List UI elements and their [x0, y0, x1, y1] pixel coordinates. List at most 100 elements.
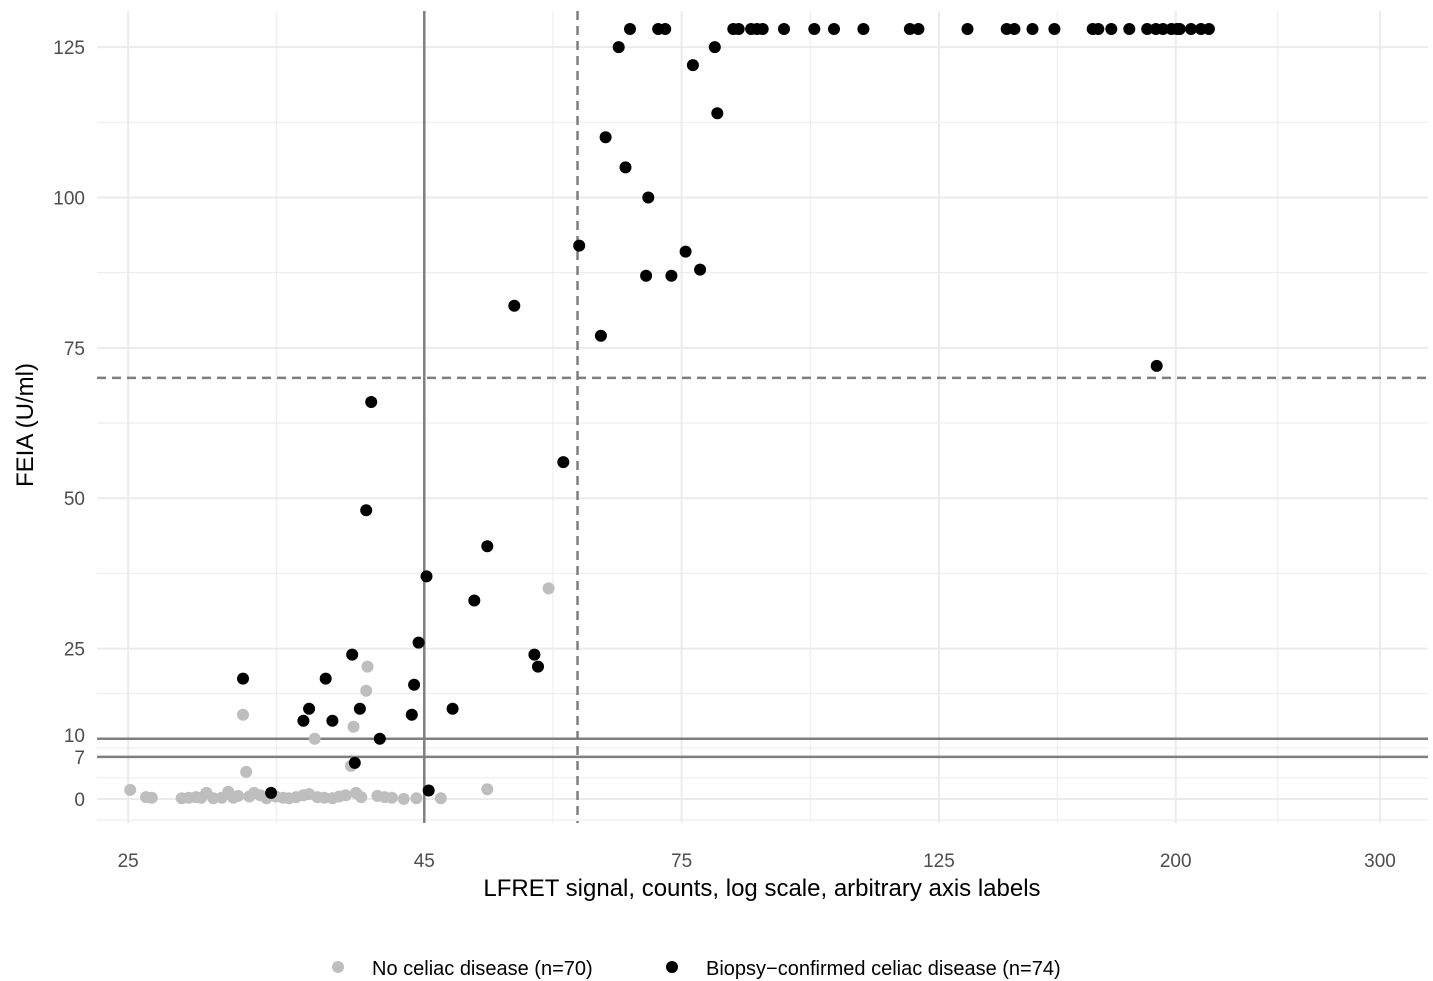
point-no-celiac: [308, 732, 321, 745]
point-celiac: [808, 23, 821, 35]
point-celiac: [532, 660, 544, 673]
x-tick-label: 300: [1364, 851, 1396, 872]
point-celiac: [708, 41, 721, 54]
point-celiac: [694, 263, 707, 276]
point-celiac: [1092, 23, 1105, 35]
legend-label-no-celiac: No celiac disease (n=70): [372, 958, 593, 980]
point-celiac: [778, 23, 790, 35]
legend-marker-celiac: [666, 961, 678, 973]
x-axis-title: LFRET signal, counts, log scale, arbitra…: [483, 875, 1040, 902]
point-celiac: [573, 239, 586, 252]
point-celiac: [828, 23, 840, 35]
point-celiac: [265, 786, 278, 799]
point-celiac: [1150, 359, 1163, 372]
point-celiac: [912, 23, 925, 35]
point-celiac: [408, 678, 421, 691]
point-celiac: [326, 714, 339, 727]
point-celiac: [732, 23, 745, 35]
point-celiac: [1141, 23, 1154, 35]
point-celiac: [319, 672, 332, 685]
point-no-celiac: [361, 660, 374, 673]
point-celiac: [686, 59, 699, 72]
y-tick-label: 25: [64, 640, 85, 661]
point-celiac: [857, 23, 870, 35]
y-tick-label: 100: [53, 188, 85, 209]
point-no-celiac: [347, 720, 360, 733]
legend-label-celiac: Biopsy−confirmed celiac disease (n=74): [706, 958, 1061, 980]
point-celiac: [903, 23, 916, 35]
point-celiac: [405, 708, 418, 721]
point-celiac: [756, 23, 769, 35]
point-celiac: [346, 648, 359, 661]
point-celiac: [1185, 23, 1198, 35]
point-celiac: [1048, 23, 1061, 35]
point-celiac: [528, 648, 541, 661]
point-celiac: [446, 702, 459, 715]
point-celiac: [711, 107, 724, 120]
major-gridlines: [97, 11, 1428, 823]
point-no-celiac: [355, 791, 368, 804]
point-no-celiac: [145, 791, 158, 804]
point-celiac: [1173, 23, 1186, 35]
point-celiac: [373, 732, 386, 745]
point-no-celiac: [237, 708, 249, 721]
point-celiac: [1026, 23, 1039, 35]
legend-marker-no-celiac: [332, 961, 344, 973]
y-axis-ticks: 0 710 25 50 75 100 125: [53, 38, 85, 811]
point-celiac: [353, 702, 366, 715]
point-no-celiac: [397, 792, 410, 805]
point-celiac: [1202, 23, 1215, 35]
minor-gridlines: [97, 11, 1428, 823]
x-tick-label: 125: [923, 851, 955, 872]
y-tick-label: 7: [74, 748, 85, 769]
point-celiac: [468, 594, 481, 607]
point-no-celiac: [542, 582, 555, 595]
point-celiac: [557, 456, 570, 469]
y-axis-title: FEIA (U/ml): [12, 363, 39, 487]
point-celiac: [508, 299, 521, 312]
point-no-celiac: [240, 765, 253, 778]
x-tick-label: 25: [118, 851, 139, 872]
point-celiac: [360, 504, 373, 517]
point-celiac: [1123, 23, 1136, 35]
point-celiac: [412, 636, 425, 649]
point-celiac: [665, 269, 678, 282]
point-celiac: [237, 672, 249, 685]
point-celiac: [420, 570, 433, 583]
point-no-celiac: [385, 791, 398, 804]
x-tick-label: 45: [414, 851, 435, 872]
y-tick-label: 10: [64, 726, 85, 747]
point-celiac: [640, 269, 653, 282]
y-tick-label: 125: [53, 38, 85, 59]
x-tick-label: 200: [1160, 851, 1192, 872]
point-celiac: [961, 23, 974, 35]
legend: No celiac disease (n=70) Biopsy−confirme…: [332, 958, 1061, 980]
point-celiac: [303, 702, 316, 715]
reference-lines: [97, 11, 1428, 823]
x-axis-ticks: 25 45 75 125 200 300: [118, 851, 1396, 872]
point-no-celiac: [410, 792, 423, 805]
point-celiac: [599, 131, 612, 144]
point-celiac: [624, 23, 636, 35]
point-no-celiac: [124, 783, 137, 796]
point-celiac: [1008, 23, 1021, 35]
point-celiac: [679, 245, 692, 258]
point-celiac: [612, 41, 625, 54]
point-celiac: [297, 714, 310, 727]
data-points: [124, 23, 1215, 805]
point-celiac: [659, 23, 672, 35]
point-celiac: [481, 540, 494, 553]
point-no-celiac: [360, 684, 373, 697]
y-tick-label: 75: [64, 339, 85, 360]
point-celiac: [422, 784, 435, 797]
point-celiac: [1157, 23, 1169, 35]
point-no-celiac: [434, 792, 447, 805]
point-no-celiac: [339, 789, 352, 802]
point-no-celiac: [481, 783, 494, 796]
y-tick-label: 50: [64, 489, 85, 510]
x-tick-label: 75: [671, 851, 692, 872]
point-no-celiac: [232, 789, 245, 802]
point-celiac: [365, 396, 378, 408]
point-celiac: [619, 161, 632, 174]
